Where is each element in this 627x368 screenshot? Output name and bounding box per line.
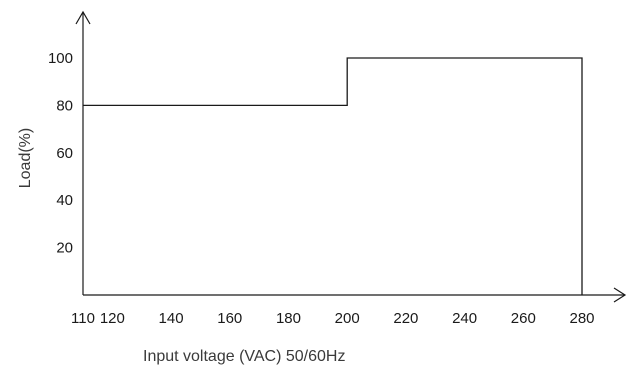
- y-tick-label: 20: [56, 240, 73, 257]
- x-axis-arrow-icon: [613, 287, 627, 303]
- y-tick-labels: 20 40 60 80 100: [48, 50, 73, 257]
- x-tick-label: 240: [452, 310, 477, 327]
- y-tick-label: 40: [56, 192, 73, 209]
- series-layer: [83, 57, 583, 295]
- axes: [75, 10, 627, 303]
- y-tick-label: 80: [56, 97, 73, 114]
- series-line: [83, 57, 583, 295]
- y-axis-arrow-icon: [75, 10, 91, 25]
- x-tick-label: 260: [511, 310, 536, 327]
- x-tick-label: 220: [393, 310, 418, 327]
- x-axis-title: Input voltage (VAC) 50/60Hz: [143, 348, 345, 365]
- x-tick-label: 120: [100, 310, 125, 327]
- y-tick-label: 60: [56, 145, 73, 162]
- x-tick-label: 200: [335, 310, 360, 327]
- x-tick-label: 140: [159, 310, 184, 327]
- x-tick-labels: 110 120 140 160 180 200 220 240 260 280: [71, 310, 594, 327]
- y-tick-label: 100: [48, 50, 73, 67]
- x-tick-label: 180: [276, 310, 301, 327]
- y-axis-title: Load(%): [17, 128, 34, 188]
- x-tick-label: 110: [71, 310, 95, 327]
- x-tick-label: 280: [569, 310, 594, 327]
- x-tick-label: 160: [217, 310, 242, 327]
